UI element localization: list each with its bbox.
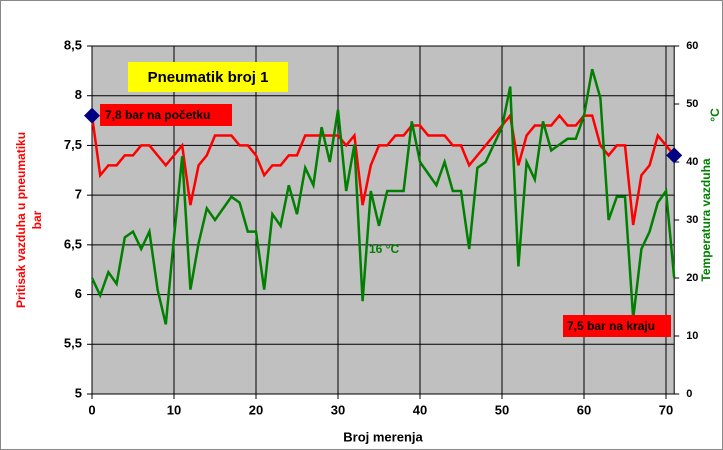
annotation-box <box>100 104 232 126</box>
x-tick-label: 70 <box>659 402 673 417</box>
chart-title: Pneumatik broj 1 <box>148 69 269 86</box>
title-box <box>128 62 288 92</box>
x-tick-label: 60 <box>577 402 591 417</box>
annotations: Pneumatik broj 1 7,8 bar na početku 7,5 … <box>100 62 671 337</box>
annotation: 7,5 bar na kraju <box>567 319 655 333</box>
x-tick-label: 10 <box>167 402 181 417</box>
series-line <box>90 112 676 226</box>
y2-axis-label: Temperatura vazduha <box>699 158 713 281</box>
y2-tick-label: 60 <box>686 40 698 52</box>
annotation: 7,8 bar na početku <box>105 108 210 122</box>
y-tick-label: 6,5 <box>64 236 82 251</box>
y2-axis-unit: °C <box>708 108 722 122</box>
y-tick-label: 5 <box>75 385 82 400</box>
y2-tick-label: 40 <box>686 156 698 168</box>
y-axis-unit: bar <box>30 210 44 229</box>
y-tick-label: 7,5 <box>64 137 82 152</box>
x-tick-label: 30 <box>331 402 345 417</box>
marker <box>84 107 100 124</box>
y2-tick-label: 20 <box>686 272 698 284</box>
plot-border <box>91 45 675 395</box>
series-line <box>90 68 676 325</box>
x-tick-label: 50 <box>495 402 509 417</box>
x-tick-label: 20 <box>249 402 263 417</box>
marker <box>666 147 683 164</box>
y-tick-label: 6 <box>75 286 82 301</box>
y-axis-label: Pritisak vazduha u pneumatiku <box>14 132 28 308</box>
y2-tick-label: 50 <box>686 98 698 110</box>
y-tick-label: 5,5 <box>64 336 82 351</box>
y-tick-label: 8,5 <box>64 37 82 52</box>
y-tick-label: 7 <box>75 187 82 202</box>
y2-tick-label: 10 <box>686 330 698 342</box>
annotation-box <box>563 315 671 337</box>
x-tick-label: 0 <box>88 402 95 417</box>
y2-tick-label: 0 <box>686 388 692 400</box>
y-tick-label: 8 <box>75 87 82 102</box>
x-axis-label: Broj merenja <box>343 429 423 444</box>
y2-tick-label: 30 <box>686 214 698 226</box>
x-tick-label: 40 <box>413 402 427 417</box>
plot-area: 5 5,5 6 6,5 7 7,5 8 8,5 0 10 20 30 40 50 60 0 10 20 30 40 50… <box>64 37 699 417</box>
annotation: 16 °C <box>369 242 399 256</box>
